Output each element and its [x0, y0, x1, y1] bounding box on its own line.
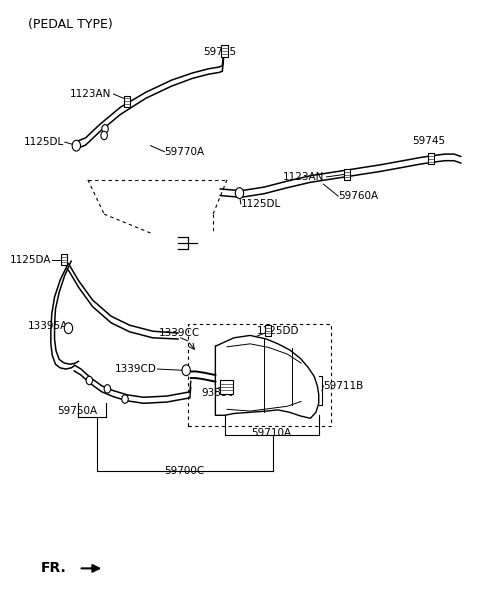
Circle shape: [101, 132, 108, 139]
Text: 1125DL: 1125DL: [241, 199, 281, 209]
Bar: [344, 169, 349, 180]
Text: 1125DD: 1125DD: [257, 326, 300, 336]
Text: 59700C: 59700C: [164, 467, 204, 476]
Text: 93830: 93830: [201, 388, 234, 398]
Text: 1339CD: 1339CD: [115, 364, 156, 374]
Bar: [220, 381, 233, 394]
Bar: [124, 96, 131, 107]
Text: 59750A: 59750A: [58, 406, 98, 416]
Text: 59760A: 59760A: [338, 191, 378, 201]
Bar: [61, 255, 67, 265]
Text: 59711B: 59711B: [324, 381, 364, 391]
Text: 59745: 59745: [412, 136, 445, 145]
Text: FR.: FR.: [41, 561, 66, 575]
Circle shape: [102, 125, 108, 133]
Text: 1123AN: 1123AN: [70, 89, 111, 99]
Circle shape: [72, 140, 81, 151]
Circle shape: [104, 385, 110, 393]
Text: 13395A: 13395A: [28, 321, 69, 331]
Circle shape: [64, 323, 72, 334]
Text: 1123AN: 1123AN: [283, 172, 324, 182]
Text: (PEDAL TYPE): (PEDAL TYPE): [28, 18, 112, 31]
Bar: [221, 45, 228, 57]
Bar: [265, 325, 271, 336]
Text: 1339CC: 1339CC: [159, 328, 200, 338]
Bar: [428, 153, 434, 164]
Text: 59770A: 59770A: [164, 147, 204, 157]
Text: 1125DA: 1125DA: [10, 255, 52, 265]
Text: 59745: 59745: [204, 47, 237, 57]
Text: 59710A: 59710A: [251, 428, 291, 438]
Text: 1125DL: 1125DL: [24, 137, 64, 147]
Circle shape: [86, 376, 93, 385]
Circle shape: [122, 395, 128, 403]
Circle shape: [235, 188, 244, 199]
Circle shape: [182, 365, 191, 376]
